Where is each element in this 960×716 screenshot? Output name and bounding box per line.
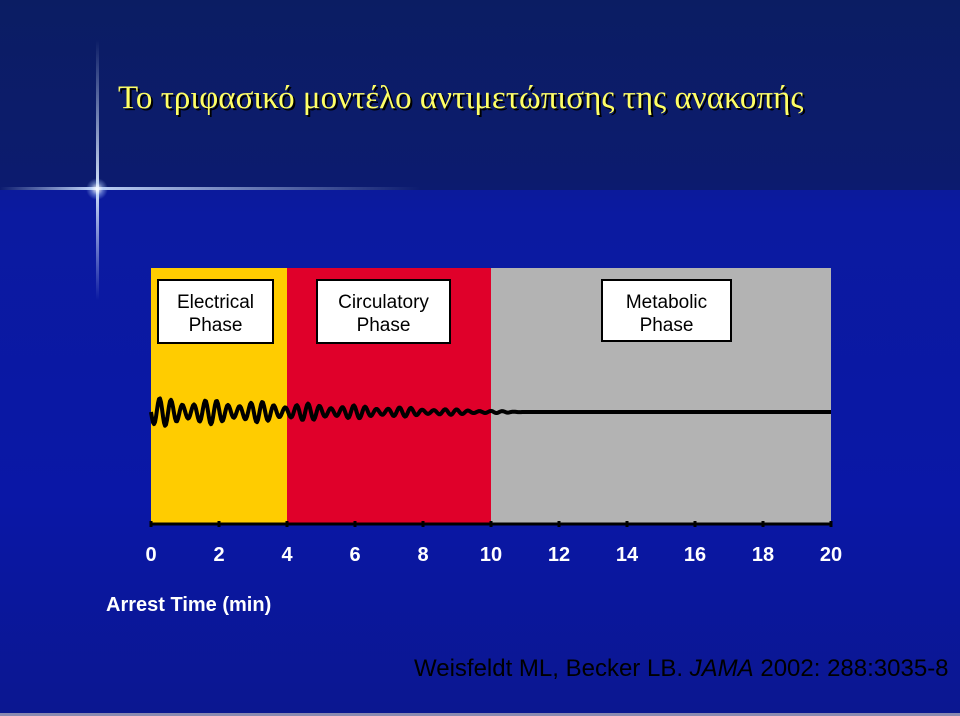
phase-label-metabolic-line2: Phase [639,315,694,336]
x-tick-label-9: 18 [751,544,775,566]
x-tick-label-7: 14 [615,544,639,566]
citation-details: 2002: 288:3035-8 [760,655,949,682]
phase-label-electrical: Electrical Phase [157,279,274,344]
ecg-waveform [149,396,832,428]
x-tick-label-4: 8 [417,544,429,566]
x-tick-label-5: 10 [479,544,503,566]
lens-flare-vertical [96,40,99,300]
bottom-rule [0,713,960,716]
phase-label-circulatory: Circulatory Phase [316,279,451,344]
phase-label-metabolic: Metabolic Phase [601,279,732,342]
x-axis-label: Arrest Time (min) [106,594,272,616]
x-tick-label-1: 2 [213,544,225,566]
citation-authors: Weisfeldt ML, Becker LB. [414,655,683,682]
phase-label-circulatory-line2: Phase [356,315,411,336]
x-tick-label-3: 6 [349,544,361,566]
phase-label-circulatory-line1: Circulatory [338,292,429,313]
slide-title: Το τριφασικό μοντέλο αντιμετώπισης της α… [118,80,804,116]
lens-flare-center [86,178,108,200]
x-tick-label-8: 16 [683,544,707,566]
lens-flare-horizontal [0,187,420,190]
x-tick-label-0: 0 [145,544,157,566]
phase-label-electrical-line1: Electrical [176,292,255,313]
x-tick-label-6: 12 [547,544,571,566]
x-tick-label-10: 20 [819,544,843,566]
x-tick-label-2: 4 [281,544,293,566]
citation-journal: JAMA [689,655,754,682]
citation: Weisfeldt ML, Becker LB. JAMA 2002: 288:… [414,655,949,683]
phase-label-electrical-line2: Phase [188,315,243,336]
phase-label-metabolic-line1: Metabolic [625,292,708,313]
title-band [0,0,960,190]
